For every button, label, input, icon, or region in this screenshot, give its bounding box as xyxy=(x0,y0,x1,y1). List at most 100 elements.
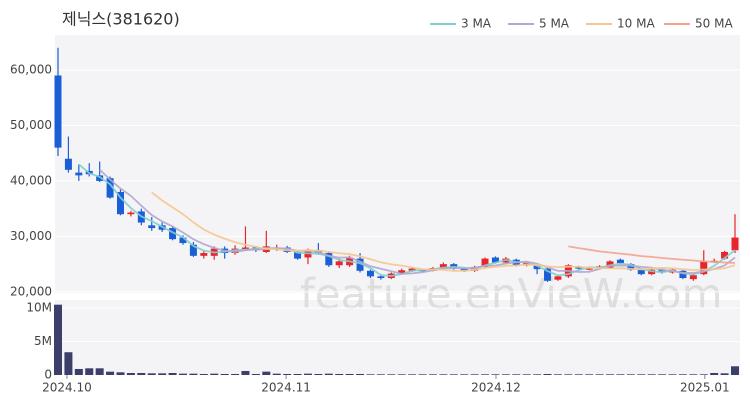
candle-body xyxy=(439,264,447,269)
volume-bar xyxy=(460,374,469,375)
volume-bar xyxy=(126,372,135,375)
candle-body xyxy=(54,75,62,148)
volume-bar xyxy=(158,373,167,375)
volume-bar xyxy=(501,374,510,375)
candle-body xyxy=(127,212,135,215)
candle-body xyxy=(200,253,208,256)
volume-bar xyxy=(564,374,573,375)
volume-bar xyxy=(106,371,115,375)
x-tick-label: 2025.01 xyxy=(680,381,730,395)
volume-bar xyxy=(189,373,198,375)
volume-bar xyxy=(387,374,396,375)
y-tick-label: 5M xyxy=(34,334,52,348)
volume-bar xyxy=(689,374,698,375)
y-tick-label: 30,000 xyxy=(10,229,52,243)
volume-bar xyxy=(428,374,437,375)
volume-bar xyxy=(637,374,646,375)
candle-body xyxy=(533,265,541,270)
candle-body xyxy=(554,276,562,280)
candle-body xyxy=(616,259,624,264)
candle-body xyxy=(637,269,645,275)
candle-body xyxy=(398,270,406,274)
y-tick-label: 10M xyxy=(26,301,52,315)
volume-bar xyxy=(606,374,615,375)
volume-bar xyxy=(491,374,500,375)
volume-bar xyxy=(439,374,448,375)
y-tick-label: 0 xyxy=(44,368,52,382)
volume-bar xyxy=(616,374,625,375)
candle-body xyxy=(335,261,343,266)
volume-bar xyxy=(418,374,427,375)
volume-bar xyxy=(720,373,729,375)
volume-bar xyxy=(595,374,604,375)
candle-body xyxy=(460,268,468,271)
chart-title: 제닉스(381620) xyxy=(62,10,180,29)
volume-bar xyxy=(574,374,583,375)
watermark: feature.enVieW.com xyxy=(300,270,723,319)
volume-bar xyxy=(408,374,417,375)
candle-body xyxy=(679,270,687,279)
volume-bar xyxy=(74,368,83,375)
volume-bar xyxy=(449,374,458,375)
volume-bar xyxy=(147,373,156,375)
volume-bar xyxy=(356,373,365,375)
price-panel xyxy=(55,35,740,293)
volume-bar xyxy=(731,366,739,375)
volume-bar xyxy=(272,373,281,375)
candle-body xyxy=(366,270,374,277)
candle-body xyxy=(241,247,249,250)
candle-body xyxy=(106,178,114,198)
candle-body xyxy=(627,264,635,270)
volume-bar xyxy=(553,374,562,375)
volume-bar xyxy=(658,374,667,375)
x-tick-label: 2024.12 xyxy=(471,381,521,395)
volume-bar xyxy=(210,373,219,375)
volume-bar xyxy=(324,373,333,375)
y-tick-label: 40,000 xyxy=(10,173,52,187)
ma-line xyxy=(568,245,736,264)
volume-bar xyxy=(116,372,125,375)
candle-body xyxy=(700,261,708,275)
candle-body xyxy=(377,276,385,279)
volume-bar xyxy=(85,368,94,375)
legend-label: 50 MA xyxy=(695,17,733,31)
volume-bar xyxy=(668,374,677,375)
volume-bar xyxy=(699,374,708,375)
volume-bar xyxy=(64,352,73,375)
volume-bar xyxy=(137,372,146,375)
y-tick-label: 50,000 xyxy=(10,118,52,132)
volume-bar xyxy=(626,374,635,375)
candle-body xyxy=(356,258,364,271)
volume-bar xyxy=(710,372,719,375)
volume-bar xyxy=(397,374,406,375)
volume-bar xyxy=(376,374,385,375)
x-tick-label: 2024.10 xyxy=(42,381,92,395)
candle-body xyxy=(544,268,552,281)
candle-body xyxy=(658,269,666,273)
volume-bar xyxy=(678,374,687,375)
volume-bar xyxy=(481,374,490,375)
candle-body xyxy=(179,237,187,244)
volume-bar xyxy=(262,371,271,375)
candle-body xyxy=(294,251,302,259)
volume-bar xyxy=(178,373,187,375)
legend-label: 10 MA xyxy=(617,17,655,31)
candle-body xyxy=(481,258,489,267)
volume-bar xyxy=(303,373,312,375)
candle-body xyxy=(75,172,83,176)
candle-body xyxy=(325,253,333,266)
candle-body xyxy=(731,237,739,251)
volume-bar xyxy=(283,373,292,375)
candle-body xyxy=(189,244,197,256)
volume-bar xyxy=(54,304,62,375)
volume-bar xyxy=(231,373,240,375)
volume-bar xyxy=(314,373,323,375)
candle-body xyxy=(721,251,729,259)
volume-bar xyxy=(647,374,656,375)
candle-body xyxy=(408,268,416,271)
candle-body xyxy=(64,158,72,170)
volume-bar xyxy=(470,374,479,375)
candle-body xyxy=(148,225,156,229)
candle-body xyxy=(169,228,177,240)
